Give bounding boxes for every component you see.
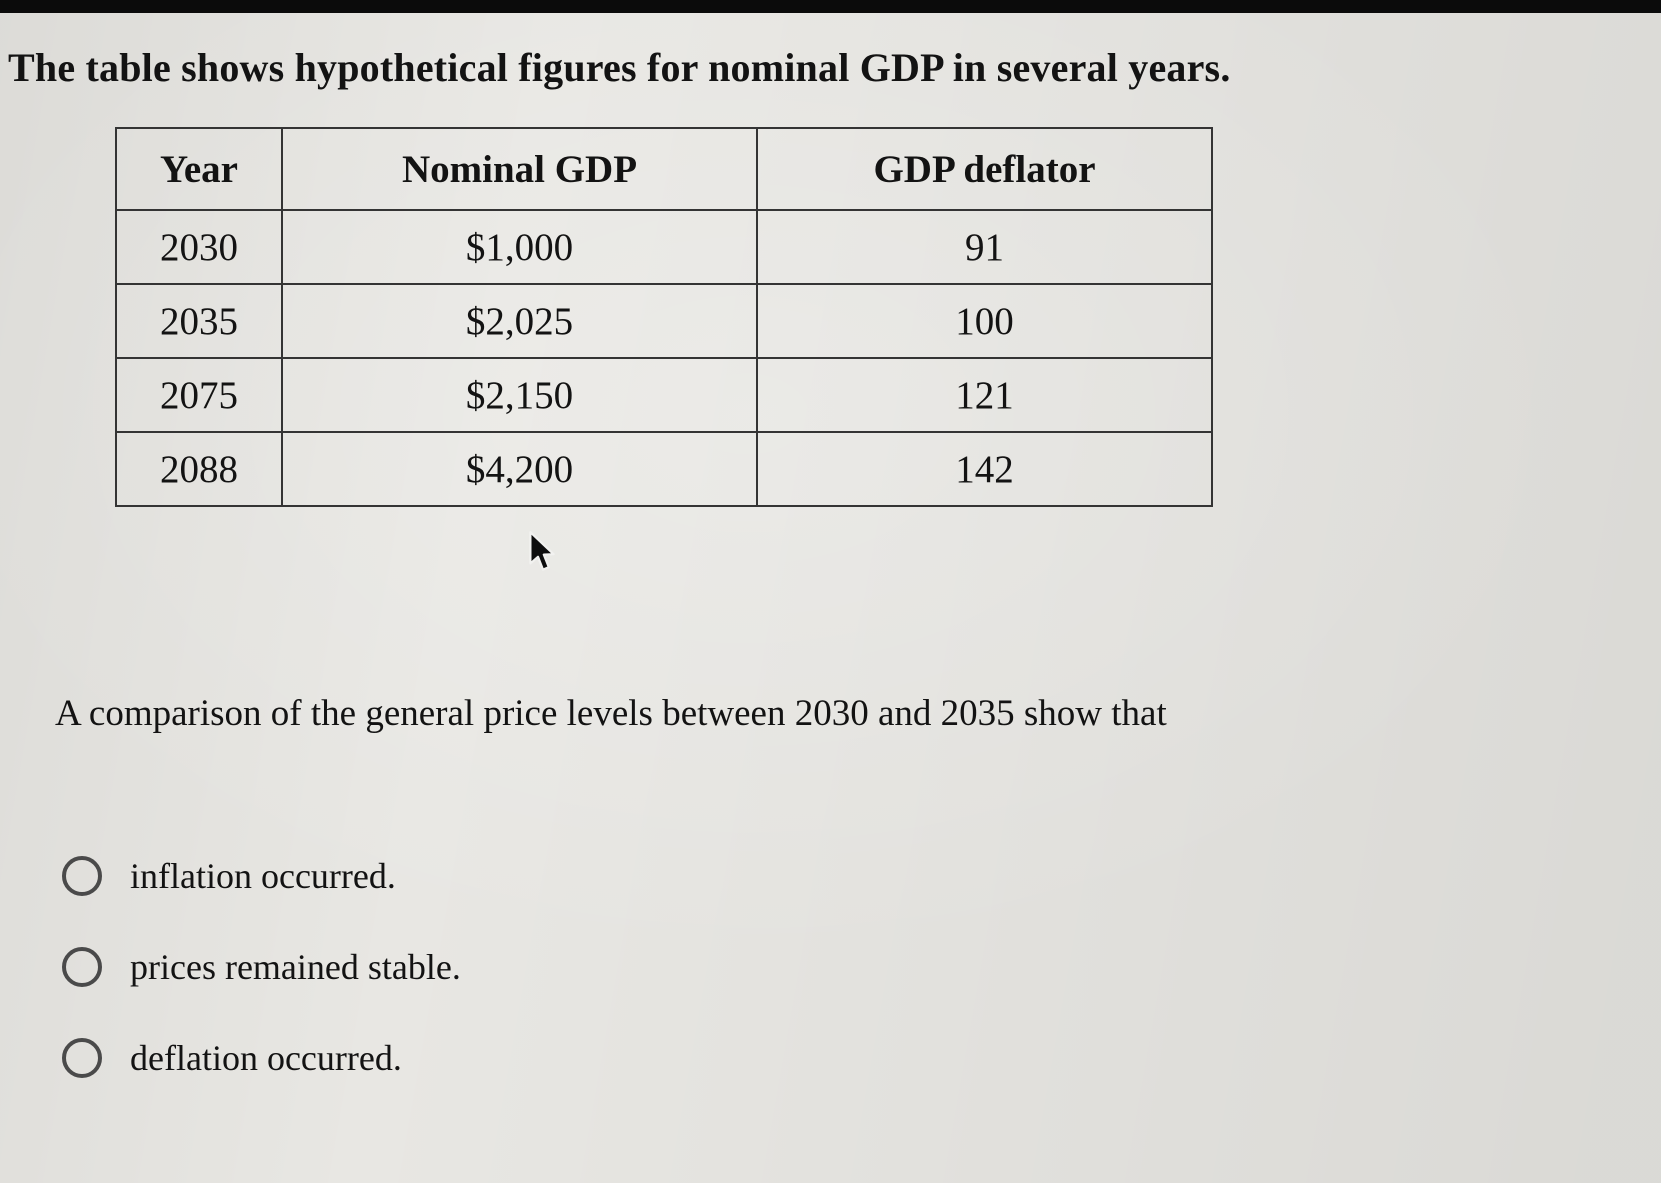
radio-button-unselected[interactable] xyxy=(62,947,102,987)
option-label: prices remained stable. xyxy=(130,947,461,987)
gdp-table: Year Nominal GDP GDP deflator 2030 $1,00… xyxy=(115,127,1213,507)
radio-button-unselected[interactable] xyxy=(62,1038,102,1078)
question-intro-text: The table shows hypothetical figures for… xyxy=(8,45,1231,90)
gdp-deflator-cell: 121 xyxy=(756,357,1213,433)
nominal-gdp-cell: $4,200 xyxy=(281,431,758,507)
year-cell: 2075 xyxy=(115,357,283,433)
nominal-gdp-cell: $2,150 xyxy=(281,357,758,433)
top-bar xyxy=(0,0,1661,13)
gdp-deflator-cell: 91 xyxy=(756,209,1213,285)
answer-options: inflation occurred. prices remained stab… xyxy=(62,852,461,1082)
year-cell: 2088 xyxy=(115,431,283,507)
nominal-gdp-cell: $2,025 xyxy=(281,283,758,359)
col-header-nominal-gdp: Nominal GDP xyxy=(281,127,758,211)
table-header-row: Year Nominal GDP GDP deflator xyxy=(115,127,1213,211)
option-label: inflation occurred. xyxy=(130,856,396,896)
table-row: 2075 $2,150 121 xyxy=(115,357,1213,433)
year-cell: 2030 xyxy=(115,209,283,285)
mouse-cursor-icon xyxy=(529,531,555,571)
gdp-deflator-cell: 142 xyxy=(756,431,1213,507)
option-inflation-occurred[interactable]: inflation occurred. xyxy=(62,852,461,900)
nominal-gdp-cell: $1,000 xyxy=(281,209,758,285)
option-label: deflation occurred. xyxy=(130,1038,402,1078)
question-text: A comparison of the general price levels… xyxy=(55,693,1167,734)
table-row: 2088 $4,200 142 xyxy=(115,431,1213,507)
year-cell: 2035 xyxy=(115,283,283,359)
table-row: 2030 $1,000 91 xyxy=(115,209,1213,285)
table-row: 2035 $2,025 100 xyxy=(115,283,1213,359)
option-prices-remained-stable[interactable]: prices remained stable. xyxy=(62,943,461,991)
option-deflation-occurred[interactable]: deflation occurred. xyxy=(62,1034,461,1082)
radio-button-unselected[interactable] xyxy=(62,856,102,896)
gdp-deflator-cell: 100 xyxy=(756,283,1213,359)
col-header-gdp-deflator: GDP deflator xyxy=(756,127,1213,211)
col-header-year: Year xyxy=(115,127,283,211)
